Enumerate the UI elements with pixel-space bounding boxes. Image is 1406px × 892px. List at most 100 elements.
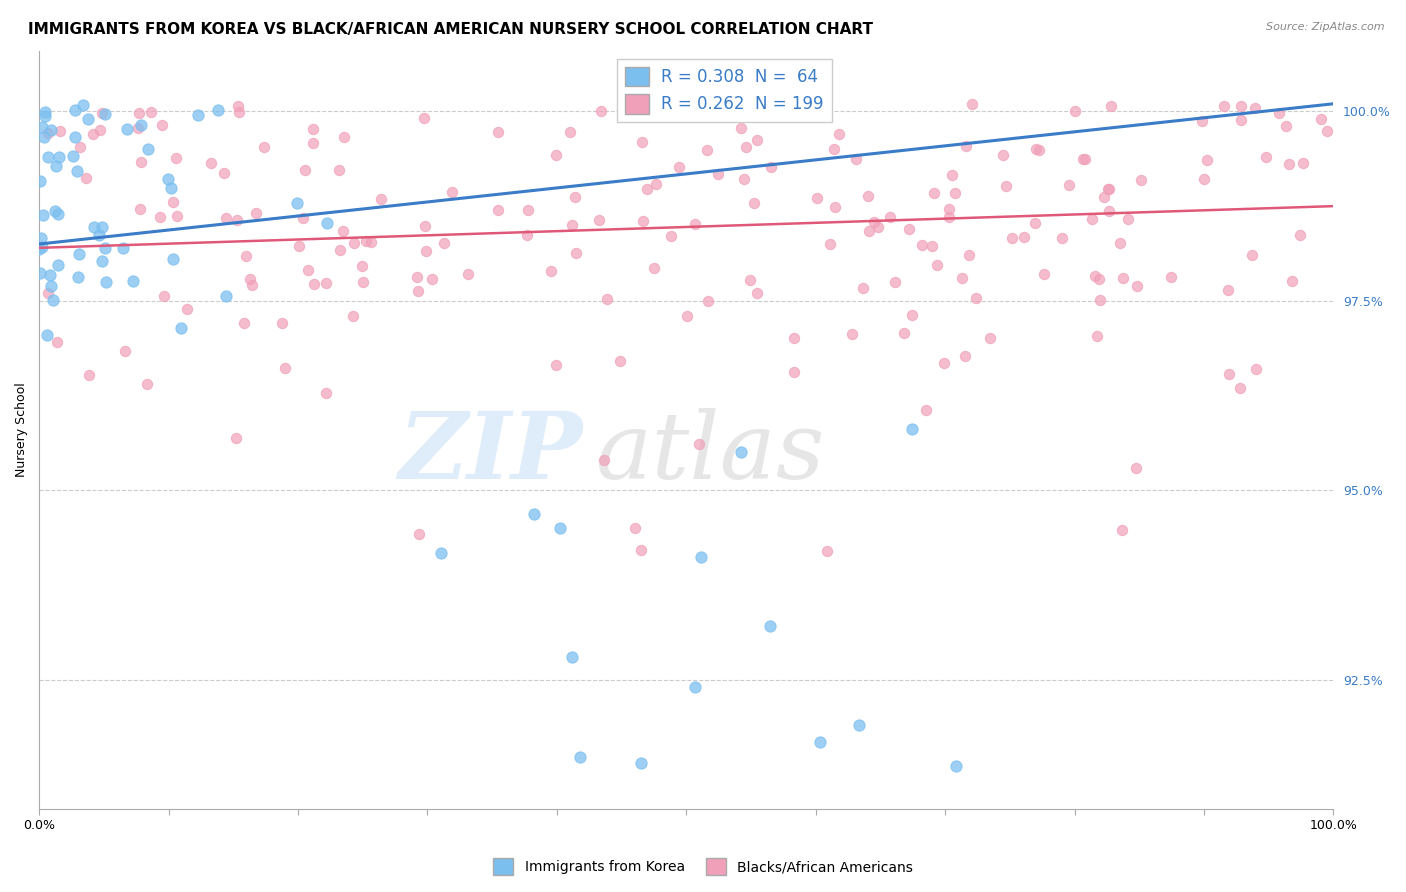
Point [609, 354, 631, 368]
Point [89, 123, 111, 137]
Point [558, 125, 581, 139]
Point [955, 139, 977, 153]
Point [540, 263, 562, 277]
Point [858, 224, 880, 238]
Point [1192, 171, 1215, 186]
Point [160, 181, 183, 195]
Point [34, 104, 56, 119]
Point [31, 240, 53, 254]
Point [1310, 112, 1333, 126]
Point [707, 167, 730, 181]
Point [82, 127, 104, 141]
Point [710, 102, 733, 116]
Point [94, 241, 117, 255]
Point [350, 260, 373, 274]
Point [226, 213, 249, 227]
Point [28, 242, 51, 256]
Text: atlas: atlas [596, 408, 825, 498]
Point [815, 544, 838, 558]
Point [302, 122, 325, 136]
Point [35, 327, 58, 342]
Point [41, 122, 63, 136]
Point [72, 98, 94, 112]
Point [114, 344, 136, 359]
Point [332, 224, 354, 238]
Point [1125, 461, 1147, 475]
Point [848, 717, 870, 731]
Point [806, 191, 828, 205]
Point [138, 142, 160, 156]
Point [153, 289, 176, 303]
Point [1216, 283, 1239, 297]
Point [1130, 173, 1153, 187]
Point [66, 270, 89, 285]
Point [1050, 230, 1073, 244]
Point [352, 275, 374, 289]
Point [32, 129, 55, 144]
Point [406, 270, 429, 285]
Point [1024, 216, 1046, 230]
Point [62, 148, 84, 162]
Point [302, 277, 325, 292]
Point [1126, 279, 1149, 293]
Point [342, 310, 364, 324]
Point [818, 236, 841, 251]
Point [30, 174, 52, 188]
Point [957, 248, 980, 262]
Point [83, 219, 105, 234]
Point [87, 227, 110, 242]
Point [561, 650, 583, 665]
Point [170, 321, 193, 335]
Point [1111, 523, 1133, 537]
Point [1028, 143, 1050, 157]
Point [46, 335, 69, 350]
Point [828, 127, 851, 141]
Point [643, 261, 665, 276]
Point [166, 209, 188, 223]
Point [135, 377, 157, 392]
Point [745, 285, 768, 300]
Point [122, 274, 145, 288]
Point [162, 194, 184, 209]
Point [235, 249, 257, 263]
Point [561, 218, 583, 232]
Point [270, 316, 292, 330]
Point [486, 125, 509, 139]
Point [239, 272, 262, 286]
Point [129, 118, 152, 132]
Point [1092, 189, 1115, 203]
Point [46, 258, 69, 272]
Point [212, 165, 235, 179]
Point [315, 277, 337, 291]
Point [740, 273, 762, 287]
Point [938, 211, 960, 225]
Point [593, 453, 616, 467]
Point [128, 202, 150, 216]
Point [564, 190, 586, 204]
Point [1316, 123, 1339, 137]
Y-axis label: Nursery School: Nursery School [15, 383, 28, 477]
Point [1057, 178, 1080, 192]
Point [176, 301, 198, 316]
Point [862, 214, 884, 228]
Point [1064, 103, 1087, 118]
Point [742, 196, 765, 211]
Point [759, 160, 782, 174]
Point [291, 211, 314, 225]
Point [548, 521, 571, 535]
Point [127, 121, 149, 136]
Point [75, 170, 97, 185]
Point [901, 308, 924, 322]
Point [329, 243, 352, 257]
Point [1074, 152, 1097, 166]
Point [111, 241, 134, 255]
Point [440, 185, 463, 199]
Point [893, 326, 915, 341]
Point [1112, 271, 1135, 285]
Point [233, 316, 256, 330]
Point [77, 112, 100, 126]
Point [91, 106, 114, 120]
Point [214, 289, 236, 303]
Point [841, 326, 863, 341]
Point [735, 140, 758, 154]
